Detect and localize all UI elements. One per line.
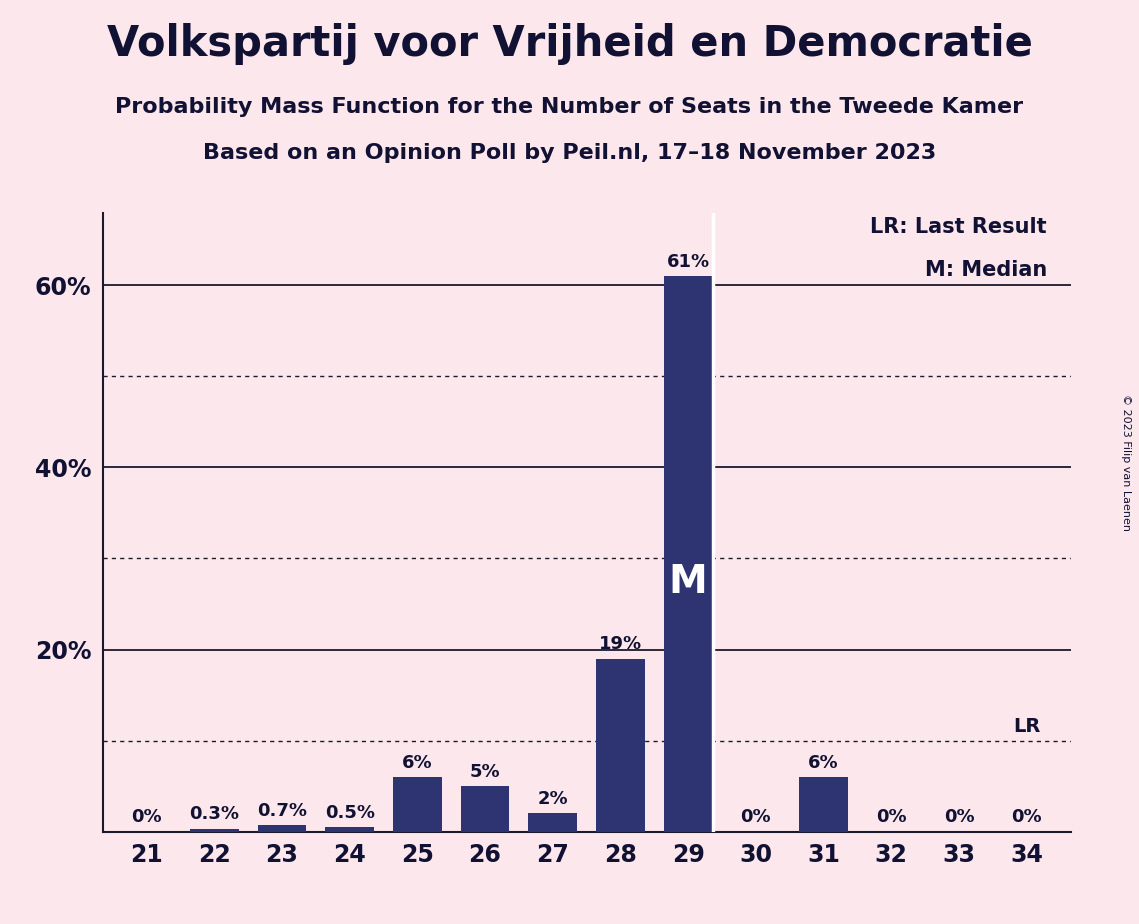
Text: Probability Mass Function for the Number of Seats in the Tweede Kamer: Probability Mass Function for the Number… <box>115 97 1024 117</box>
Text: M: Median: M: Median <box>925 260 1047 280</box>
Text: LR: LR <box>1013 717 1040 736</box>
Text: Volkspartij voor Vrijheid en Democratie: Volkspartij voor Vrijheid en Democratie <box>107 23 1032 65</box>
Text: 0%: 0% <box>1011 808 1042 826</box>
Bar <box>528 813 577 832</box>
Bar <box>257 825 306 832</box>
Text: 6%: 6% <box>809 753 838 772</box>
Text: 0.7%: 0.7% <box>257 802 306 820</box>
Text: 2%: 2% <box>538 790 568 808</box>
Bar <box>596 659 645 832</box>
Text: 0.5%: 0.5% <box>325 804 375 821</box>
Bar <box>460 786 509 832</box>
Text: 61%: 61% <box>666 253 710 271</box>
Bar <box>326 827 374 832</box>
Text: 0%: 0% <box>740 808 771 826</box>
Text: M: M <box>669 563 707 601</box>
Text: 0%: 0% <box>943 808 974 826</box>
Text: 5%: 5% <box>469 762 500 781</box>
Text: 0%: 0% <box>876 808 907 826</box>
Text: 0%: 0% <box>131 808 162 826</box>
Text: 19%: 19% <box>599 635 642 653</box>
Text: 6%: 6% <box>402 753 433 772</box>
Bar <box>800 777 847 832</box>
Text: Based on an Opinion Poll by Peil.nl, 17–18 November 2023: Based on an Opinion Poll by Peil.nl, 17–… <box>203 143 936 164</box>
Text: © 2023 Filip van Laenen: © 2023 Filip van Laenen <box>1121 394 1131 530</box>
Bar <box>393 777 442 832</box>
Text: 0.3%: 0.3% <box>189 806 239 823</box>
Text: LR: Last Result: LR: Last Result <box>870 217 1047 237</box>
Bar <box>190 829 238 832</box>
Bar <box>664 276 713 832</box>
